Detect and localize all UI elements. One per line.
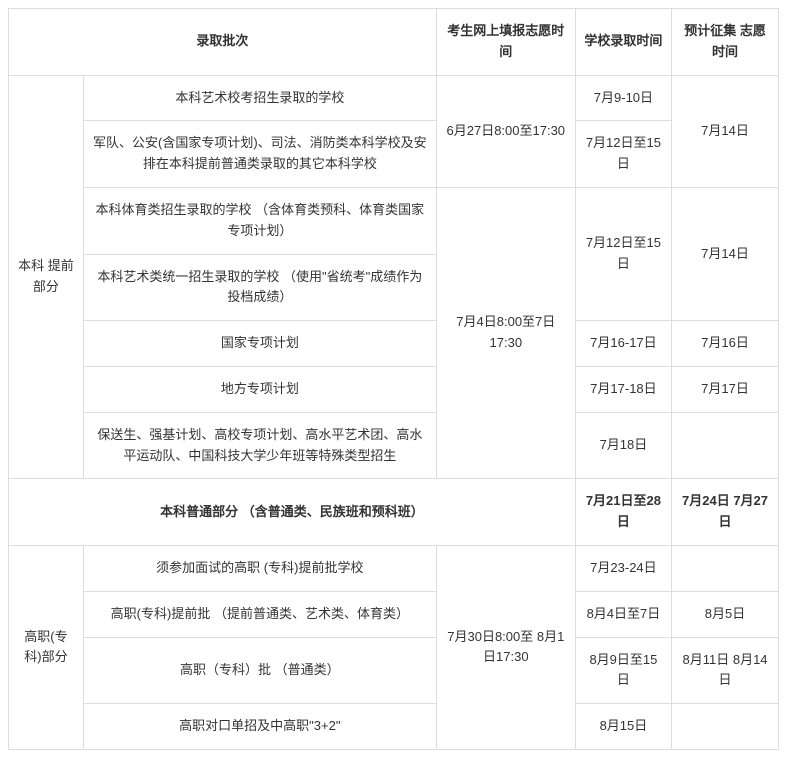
row-desc: 国家专项计划 [83, 321, 436, 367]
section2-label: 本科普通部分 （含普通类、民族班和预科班） [9, 479, 576, 546]
collect-cell: 8月5日 [672, 591, 779, 637]
table-row: 国家专项计划 7月16-17日 7月16日 [9, 321, 779, 367]
admit-cell: 8月15日 [575, 704, 671, 750]
collect-cell: 8月11日 8月14日 [672, 637, 779, 704]
row-desc: 本科艺术校考招生录取的学校 [83, 75, 436, 121]
admit-cell: 7月21日至28日 [575, 479, 671, 546]
table-row: 本科普通部分 （含普通类、民族班和预科班） 7月21日至28日 7月24日 7月… [9, 479, 779, 546]
admit-cell: 7月18日 [575, 412, 671, 479]
admit-cell: 7月16-17日 [575, 321, 671, 367]
row-desc: 保送生、强基计划、高校专项计划、高水平艺术团、高水平运动队、中国科技大学少年班等… [83, 412, 436, 479]
admit-cell: 7月12日至15日 [575, 187, 671, 320]
section1-label: 本科 提前部分 [9, 75, 84, 479]
header-collect-time: 预计征集 志愿时间 [672, 9, 779, 76]
collect-cell [672, 545, 779, 591]
table-row: 高职（专科）批 （普通类） 8月9日至15日 8月11日 8月14日 [9, 637, 779, 704]
admit-cell: 7月12日至15日 [575, 121, 671, 188]
table-row: 高职(专科)提前批 （提前普通类、艺术类、体育类） 8月4日至7日 8月5日 [9, 591, 779, 637]
collect-cell: 7月17日 [672, 366, 779, 412]
table-row: 地方专项计划 7月17-18日 7月17日 [9, 366, 779, 412]
table-row: 军队、公安(含国家专项计划)、司法、消防类本科学校及安排在本科提前普通类录取的其… [9, 121, 779, 188]
row-desc: 高职（专科）批 （普通类） [83, 637, 436, 704]
admit-cell: 7月9-10日 [575, 75, 671, 121]
admit-cell: 8月4日至7日 [575, 591, 671, 637]
row-desc: 高职对口单招及中高职"3+2" [83, 704, 436, 750]
admit-cell: 8月9日至15日 [575, 637, 671, 704]
row-desc: 军队、公安(含国家专项计划)、司法、消防类本科学校及安排在本科提前普通类录取的其… [83, 121, 436, 188]
table-row: 本科体育类招生录取的学校 （含体育类预科、体育类国家专项计划） 7月4日8:00… [9, 187, 779, 254]
collect-cell: 7月24日 7月27日 [672, 479, 779, 546]
fill-time-cell: 7月30日8:00至 8月1日17:30 [436, 545, 575, 749]
table-header-row: 录取批次 考生网上填报志愿时间 学校录取时间 预计征集 志愿时间 [9, 9, 779, 76]
fill-time-cell: 6月27日8:00至17:30 [436, 75, 575, 187]
header-fill-time: 考生网上填报志愿时间 [436, 9, 575, 76]
table-row: 高职对口单招及中高职"3+2" 8月15日 [9, 704, 779, 750]
row-desc: 高职(专科)提前批 （提前普通类、艺术类、体育类） [83, 591, 436, 637]
row-desc: 本科艺术类统一招生录取的学校 （使用"省统考"成绩作为投档成绩） [83, 254, 436, 321]
header-batch: 录取批次 [9, 9, 437, 76]
table-row: 保送生、强基计划、高校专项计划、高水平艺术团、高水平运动队、中国科技大学少年班等… [9, 412, 779, 479]
collect-cell: 7月16日 [672, 321, 779, 367]
admission-schedule-table: 录取批次 考生网上填报志愿时间 学校录取时间 预计征集 志愿时间 本科 提前部分… [8, 8, 779, 750]
admit-cell: 7月23-24日 [575, 545, 671, 591]
section3-label: 高职(专科)部分 [9, 545, 84, 749]
row-desc: 地方专项计划 [83, 366, 436, 412]
table-row: 本科 提前部分 本科艺术校考招生录取的学校 6月27日8:00至17:30 7月… [9, 75, 779, 121]
admit-cell: 7月17-18日 [575, 366, 671, 412]
row-desc: 本科体育类招生录取的学校 （含体育类预科、体育类国家专项计划） [83, 187, 436, 254]
row-desc: 须参加面试的高职 (专科)提前批学校 [83, 545, 436, 591]
collect-cell: 7月14日 [672, 187, 779, 320]
table-row: 高职(专科)部分 须参加面试的高职 (专科)提前批学校 7月30日8:00至 8… [9, 545, 779, 591]
collect-cell [672, 412, 779, 479]
fill-time-cell: 7月4日8:00至7日17:30 [436, 187, 575, 478]
collect-cell [672, 704, 779, 750]
header-admit-time: 学校录取时间 [575, 9, 671, 76]
collect-cell: 7月14日 [672, 75, 779, 187]
